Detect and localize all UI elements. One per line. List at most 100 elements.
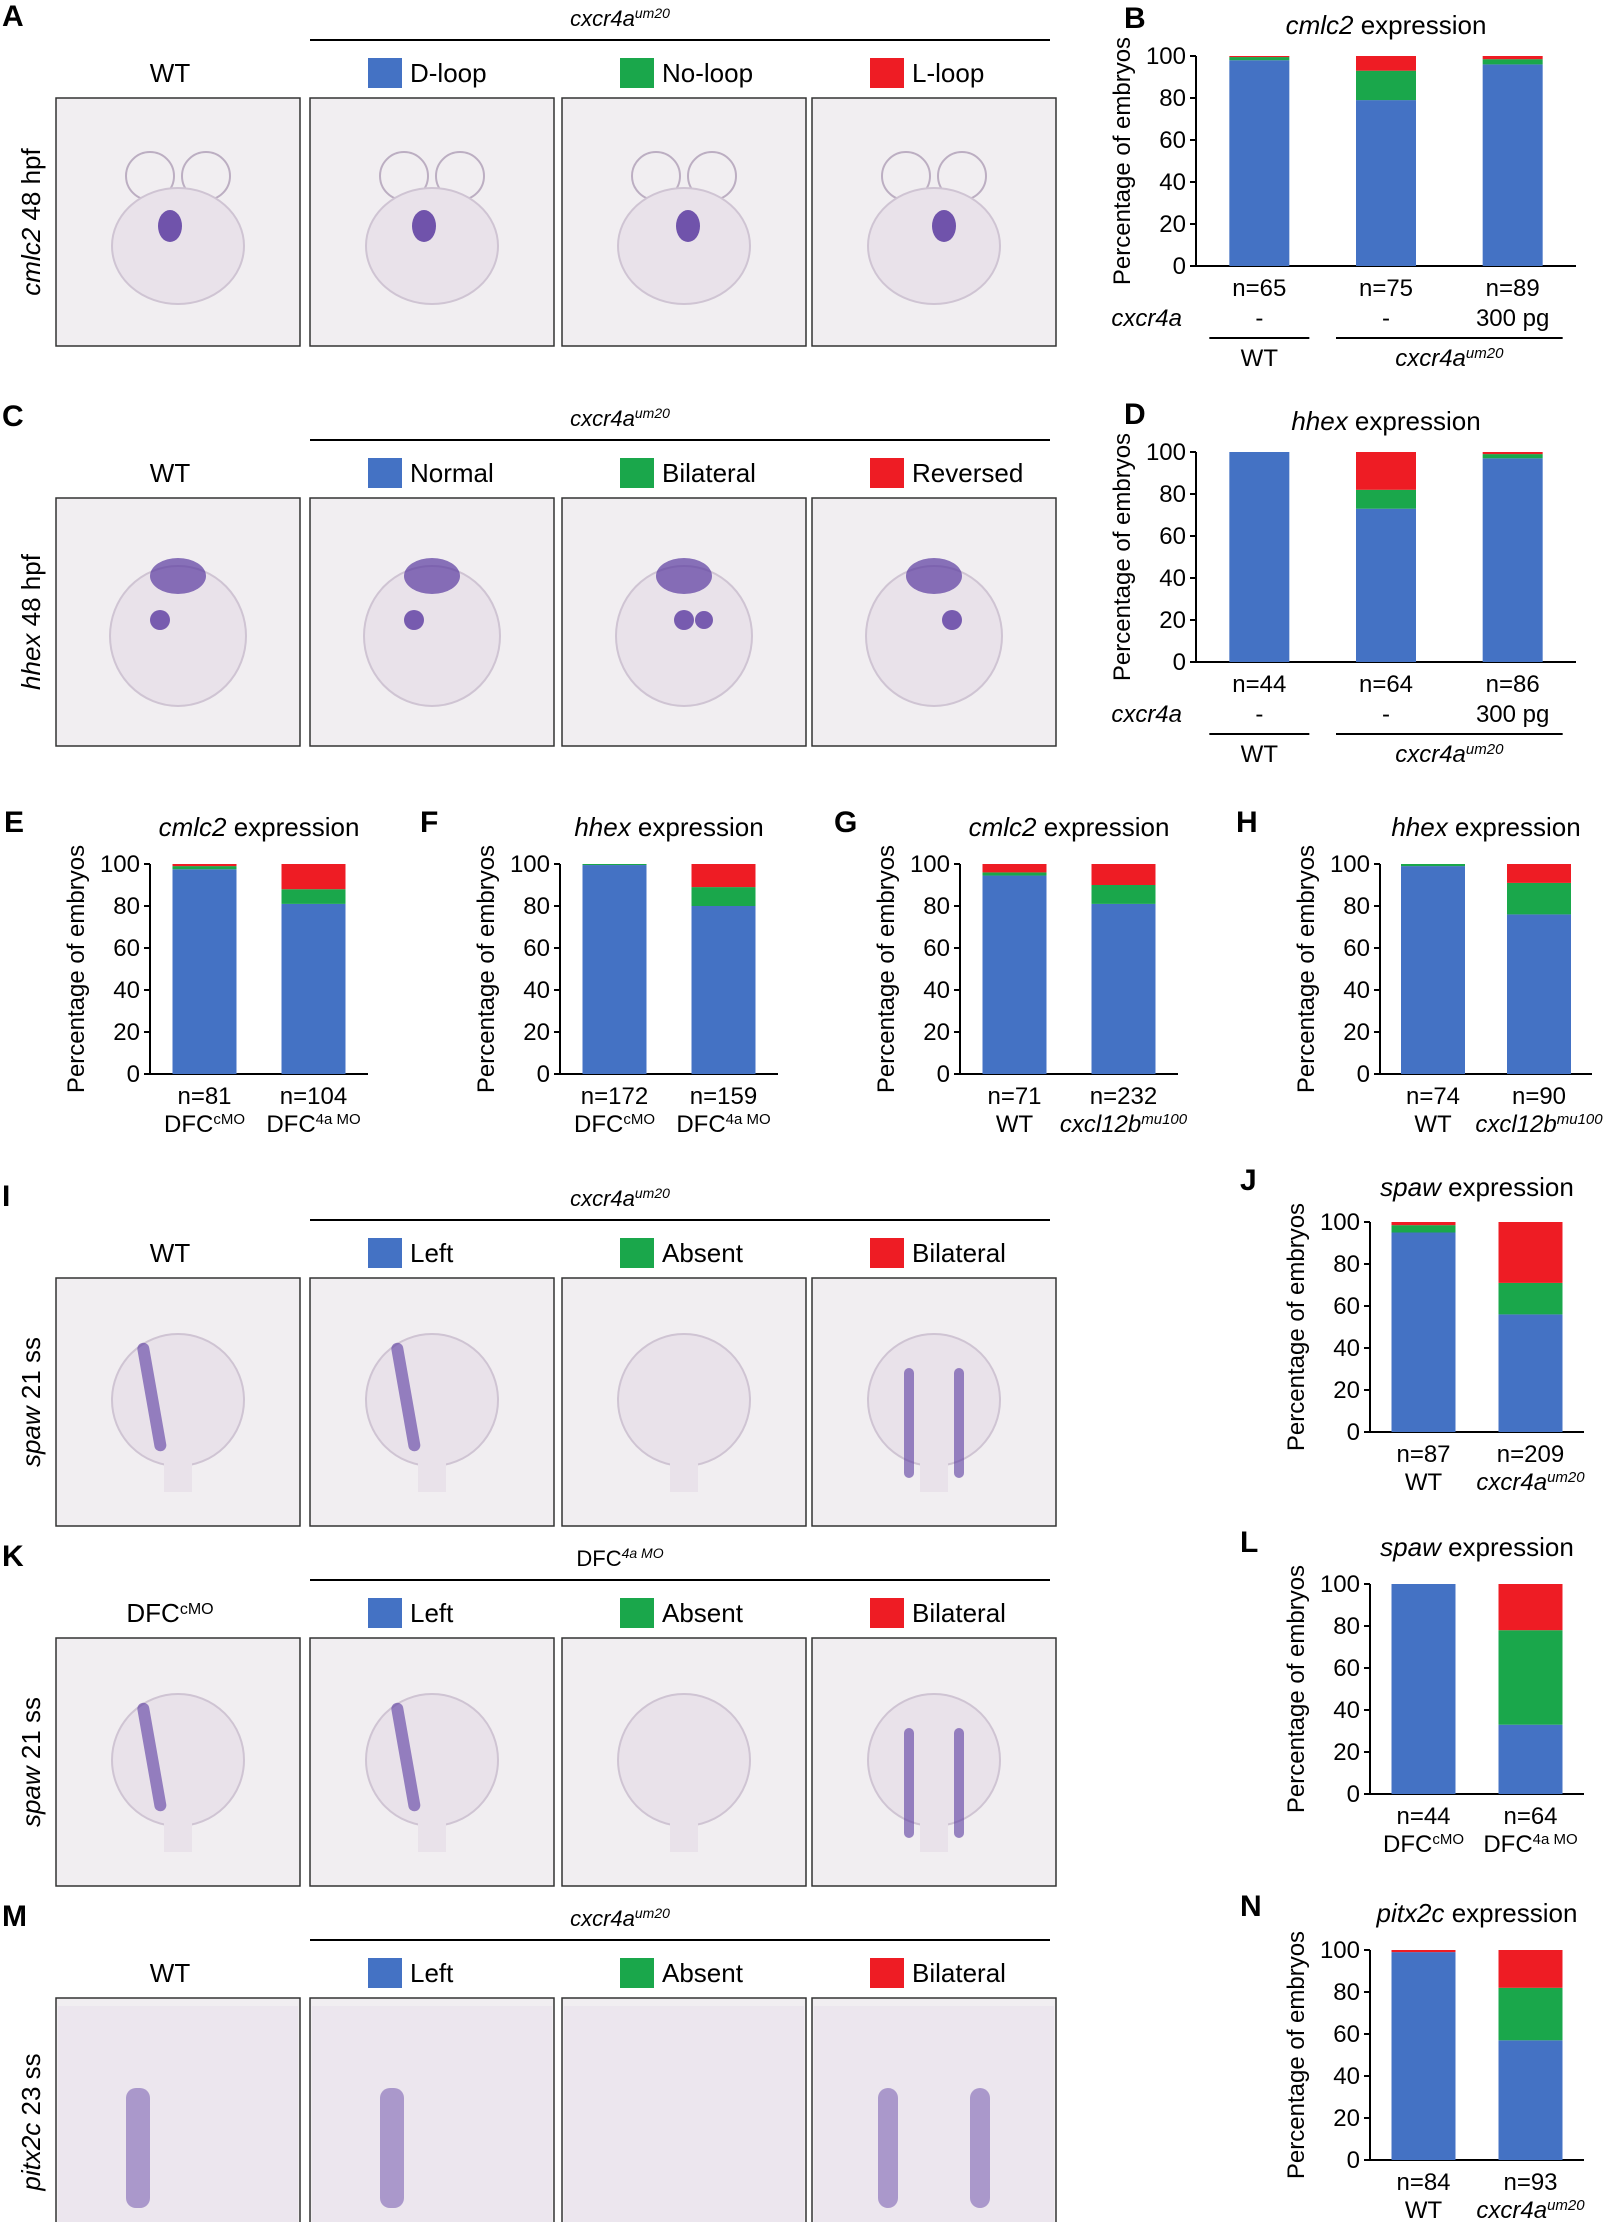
legend-swatch xyxy=(368,1238,402,1268)
x-tick-label: n=209 xyxy=(1497,1441,1564,1468)
wt-label: WT xyxy=(150,58,191,88)
y-tick-label: 0 xyxy=(127,1061,140,1088)
y-tick-label: 40 xyxy=(1159,169,1186,196)
y-axis-label: Percentage of embryos xyxy=(473,845,500,1093)
legend-label: Normal xyxy=(410,458,494,488)
bar-segment xyxy=(281,864,346,890)
head-stain xyxy=(404,558,460,594)
panel-letter: C xyxy=(2,400,24,433)
spaw-stain xyxy=(137,1342,167,1452)
row-value: 300 pg xyxy=(1476,305,1549,332)
spaw-stain xyxy=(391,1702,421,1812)
legend-label: Left xyxy=(410,1958,454,1988)
legend-label: Left xyxy=(410,1598,454,1628)
bar-segment xyxy=(1482,458,1543,662)
legend-label: D-loop xyxy=(410,58,487,88)
x-group-label: WT xyxy=(1405,2197,1443,2222)
x-tick-label: n=71 xyxy=(987,1083,1041,1110)
y-tick-label: 40 xyxy=(1159,565,1186,592)
x-group-label: DFC4a MO xyxy=(1483,1831,1577,1859)
x-tick-label: n=64 xyxy=(1359,671,1413,698)
legend-swatch xyxy=(368,458,402,488)
wt-label: WT xyxy=(150,458,191,488)
y-tick-label: 40 xyxy=(113,977,140,1004)
bar-segment xyxy=(1356,100,1416,266)
spaw-stain xyxy=(391,1342,421,1452)
y-tick-label: 20 xyxy=(1333,1377,1360,1404)
x-tick-label: n=232 xyxy=(1090,1083,1157,1110)
y-tick-label: 0 xyxy=(1347,2147,1360,2174)
legend-swatch xyxy=(368,1958,402,1988)
y-tick-label: 100 xyxy=(910,851,950,878)
row-label: cxcr4a xyxy=(1111,305,1182,332)
pitx-stain xyxy=(380,2088,404,2208)
liver-stain xyxy=(150,610,170,630)
x-tick-label: n=93 xyxy=(1503,2169,1557,2196)
bar-segment xyxy=(982,875,1047,1074)
bar-segment xyxy=(1356,70,1416,101)
y-axis-label: Percentage of embryos xyxy=(1283,1203,1310,1451)
y-tick-label: 60 xyxy=(1159,523,1186,550)
chart-title: hhex expression xyxy=(574,812,763,842)
group-label: WT xyxy=(1241,345,1279,372)
panel-letter: B xyxy=(1124,2,1146,35)
y-tick-label: 20 xyxy=(1159,211,1186,238)
bar-segment xyxy=(1498,1950,1563,1988)
y-axis-label: Percentage of embryos xyxy=(873,845,900,1093)
x-tick-label: n=86 xyxy=(1486,671,1540,698)
legend-swatch xyxy=(870,458,904,488)
bar-segment xyxy=(1229,56,1290,58)
side-label: spaw 21 ss xyxy=(16,1337,46,1467)
legend-label: No-loop xyxy=(662,58,753,88)
y-tick-label: 100 xyxy=(1320,1571,1360,1598)
bar-segment xyxy=(1356,508,1416,662)
bar-segment xyxy=(1482,59,1543,65)
heart-stain xyxy=(158,210,182,242)
tail-shape xyxy=(920,1458,948,1492)
spaw-stain xyxy=(904,1368,914,1478)
spaw-stain xyxy=(904,1728,914,1838)
x-tick-label: n=159 xyxy=(690,1083,757,1110)
tissue-shape xyxy=(564,2006,804,2222)
panel-letter: F xyxy=(420,806,438,839)
x-group-label: cxcr4aum20 xyxy=(1476,2197,1585,2222)
y-tick-label: 40 xyxy=(1343,977,1370,1004)
panel-letter: M xyxy=(2,1900,27,1933)
panel-letter: A xyxy=(2,0,24,33)
yolk-shape xyxy=(111,187,245,305)
y-tick-label: 0 xyxy=(537,1061,550,1088)
yolk-shape xyxy=(867,1693,1001,1827)
chart-title: cmlc2 expression xyxy=(1286,10,1487,40)
wt-label: DFCcMO xyxy=(126,1598,213,1628)
yolk-shape xyxy=(867,1333,1001,1467)
chart-title: spaw expression xyxy=(1380,1532,1574,1562)
bar-segment xyxy=(1507,914,1571,1074)
x-tick-label: n=84 xyxy=(1396,2169,1450,2196)
x-group-label: DFC4a MO xyxy=(266,1111,360,1139)
bar-segment xyxy=(1391,1950,1456,1953)
y-axis-label: Percentage of embryos xyxy=(1109,433,1136,681)
y-tick-label: 40 xyxy=(923,977,950,1004)
x-group-label: DFC4a MO xyxy=(676,1111,770,1139)
pitx-stain xyxy=(970,2088,990,2208)
panel-letter: I xyxy=(2,1180,10,1213)
y-tick-label: 60 xyxy=(1159,127,1186,154)
y-tick-label: 20 xyxy=(1333,2105,1360,2132)
y-tick-label: 60 xyxy=(113,935,140,962)
pitx-stain xyxy=(878,2088,898,2208)
y-tick-label: 80 xyxy=(1333,1613,1360,1640)
legend-swatch xyxy=(870,58,904,88)
group-header: cxcr4aum20 xyxy=(570,405,670,431)
chart-title: cmlc2 expression xyxy=(969,812,1170,842)
bar-segment xyxy=(1482,452,1543,455)
legend-label: L-loop xyxy=(912,58,984,88)
bar-segment xyxy=(172,869,237,1074)
y-tick-label: 80 xyxy=(1333,1979,1360,2006)
